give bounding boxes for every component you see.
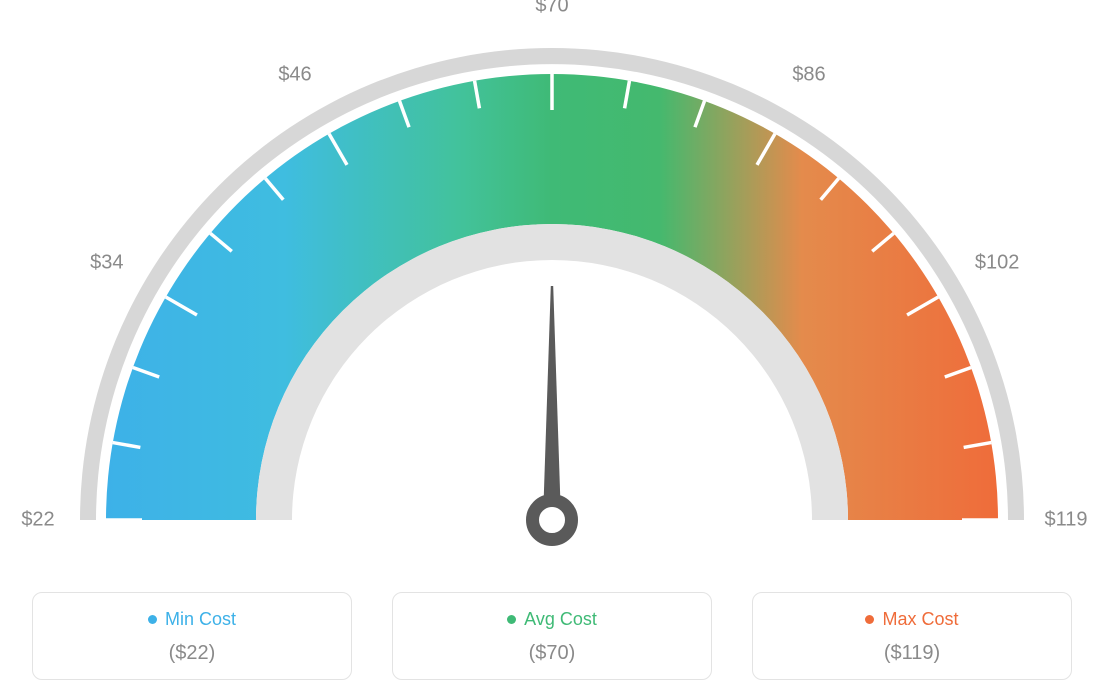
legend-value-min: ($22): [43, 642, 341, 665]
legend-dot-avg: [507, 615, 516, 624]
cost-gauge-widget: $22 $34 $46 $70 $86 $102 $119 Min Cost ($22) A…: [0, 0, 1104, 690]
legend-label-min: Min Cost: [165, 609, 236, 630]
legend-card-min: Min Cost ($22): [32, 592, 352, 680]
gauge-tick-label: $119: [1044, 509, 1087, 532]
legend-card-avg: Avg Cost ($70): [392, 592, 712, 680]
gauge-tick-label: $70: [535, 0, 568, 18]
gauge-svg: [0, 0, 1104, 570]
gauge-needle: [533, 286, 572, 540]
legend-value-avg: ($70): [403, 642, 701, 665]
gauge-tick-label: $46: [278, 63, 311, 86]
gauge-tick-label: $22: [21, 509, 54, 532]
gauge-tick-label: $86: [792, 63, 825, 86]
legend-card-max: Max Cost ($119): [752, 592, 1072, 680]
gauge-tick-label: $102: [975, 252, 1020, 275]
legend-dot-max: [865, 615, 874, 624]
legend-row: Min Cost ($22) Avg Cost ($70) Max Cost (…: [0, 592, 1104, 680]
legend-label-avg: Avg Cost: [524, 609, 597, 630]
legend-dot-min: [148, 615, 157, 624]
legend-label-max: Max Cost: [882, 609, 958, 630]
legend-value-max: ($119): [763, 642, 1061, 665]
gauge-area: $22 $34 $46 $70 $86 $102 $119: [0, 0, 1104, 570]
gauge-tick-label: $34: [90, 252, 123, 275]
